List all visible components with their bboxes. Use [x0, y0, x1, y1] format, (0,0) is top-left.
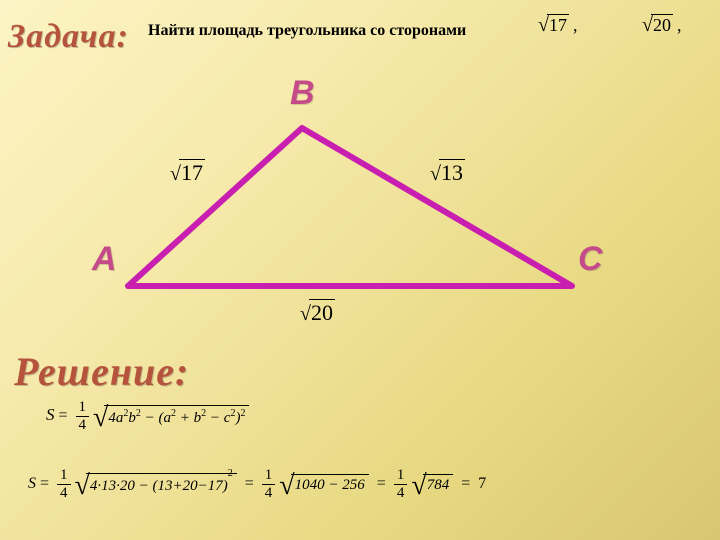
vertex-label-c: C: [578, 240, 603, 279]
given-side-b: √20,: [642, 15, 686, 35]
side-label-bc: √13: [430, 160, 465, 186]
vertex-label-b: B: [290, 74, 315, 113]
side-label-ab: √17: [170, 160, 205, 186]
area-formula-substituted: S= 14 √ 4·13·20 − (13+20−17)2 = 14 √ 104…: [28, 468, 486, 501]
solution-heading: Решение:: [14, 348, 189, 395]
triangle-diagram: [80, 80, 620, 320]
area-formula-general: S= 14 √ 4a2b2 − (a2 + b2 − c2)2: [46, 400, 249, 433]
vertex-label-a: A: [92, 240, 117, 279]
side-label-ac: √20: [300, 300, 335, 326]
problem-statement: Найти площадь треугольника со сторонами: [148, 22, 466, 40]
given-side-a: √17,: [538, 15, 582, 35]
task-heading: Задача:: [8, 18, 129, 56]
